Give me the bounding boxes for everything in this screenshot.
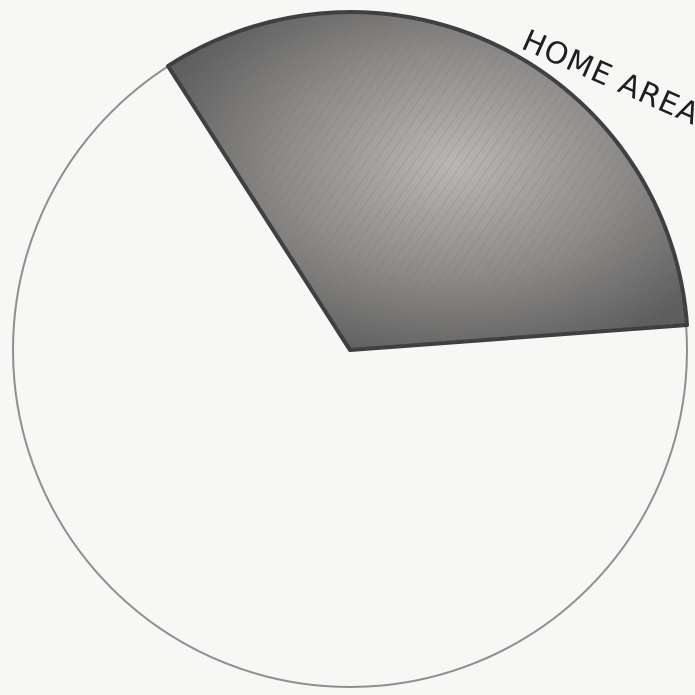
home-area-hatching (168, 12, 687, 350)
